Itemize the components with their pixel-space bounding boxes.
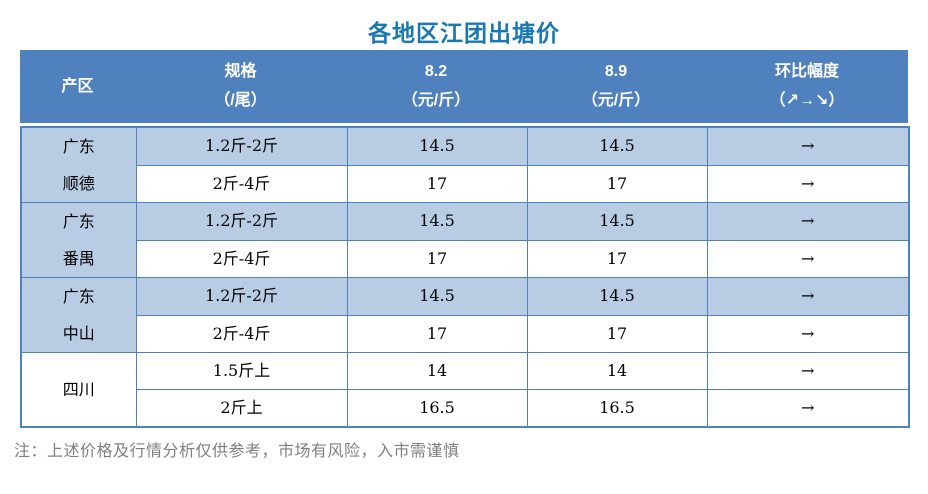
price2-cell: 14.5 xyxy=(526,277,708,316)
header-region: 产区 xyxy=(20,50,135,123)
header-spec-unit: （/尾） xyxy=(214,92,267,110)
price-table-body: 广东 顺德 1.2斤-2斤 14.5 14.5 → 2斤-4斤 17 17 → … xyxy=(20,126,910,428)
table-row: 广东 中山 1.2斤-2斤 14.5 14.5 → xyxy=(20,277,910,353)
disclaimer-note: 注：上述价格及行情分析仅供参考，市场有风险，入市需谨慎 xyxy=(14,443,460,460)
price2-cell: 17 xyxy=(526,314,708,353)
spec-cell: 2斤-4斤 xyxy=(135,314,348,353)
trend-cell: → xyxy=(706,239,910,278)
region-cell-sichuan: 四川 xyxy=(20,352,137,428)
region-cell-zhongshan: 广东 中山 xyxy=(20,277,137,353)
trend-cell: → xyxy=(706,164,910,203)
header-date1-unit: （元/斤） xyxy=(401,92,471,110)
price1-cell: 14 xyxy=(346,352,528,390)
trend-cell: → xyxy=(706,389,910,428)
price2-cell: 17 xyxy=(526,239,708,278)
spec-cell: 1.2斤-2斤 xyxy=(135,202,348,241)
price2-cell: 16.5 xyxy=(526,389,708,428)
trend-cell: → xyxy=(706,314,910,353)
price1-cell: 17 xyxy=(346,164,528,203)
price1-cell: 14.5 xyxy=(346,277,528,316)
header-trend-label: 环比幅度 xyxy=(774,62,839,80)
region-line: 广东 xyxy=(62,137,95,156)
trend-cell: → xyxy=(706,277,910,316)
price-table: 产区 规格 （/尾） 8.2 （元/斤） 8.9 （元/斤） 环比幅度 （↗→↘… xyxy=(20,50,910,428)
trend-cell: → xyxy=(706,202,910,241)
price1-cell: 14.5 xyxy=(346,202,528,241)
spec-cell: 1.2斤-2斤 xyxy=(135,126,348,166)
price2-cell: 14 xyxy=(526,352,708,390)
spec-cell: 1.5斤上 xyxy=(135,352,348,390)
price2-cell: 14.5 xyxy=(526,126,708,166)
header-date2: 8.9 （元/斤） xyxy=(526,50,706,123)
price1-cell: 16.5 xyxy=(346,389,528,428)
table-row: 广东 顺德 1.2斤-2斤 14.5 14.5 → xyxy=(20,126,910,203)
table-header-row: 产区 规格 （/尾） 8.2 （元/斤） 8.9 （元/斤） 环比幅度 （↗→↘… xyxy=(20,50,908,123)
header-date2-label: 8.9 xyxy=(604,62,628,80)
region-line: 中山 xyxy=(62,324,95,343)
header-region-label: 产区 xyxy=(61,77,94,95)
header-trend-arrows: （↗→↘） xyxy=(769,92,845,110)
region-cell-shunde: 广东 顺德 xyxy=(20,126,137,203)
spec-cell: 1.2斤-2斤 xyxy=(135,277,348,316)
region-line: 广东 xyxy=(62,287,95,306)
table-row: 2斤-4斤 17 17 → xyxy=(21,314,910,353)
price1-cell: 17 xyxy=(346,239,528,278)
header-date1: 8.2 （元/斤） xyxy=(346,50,526,123)
header-spec-label: 规格 xyxy=(224,62,257,80)
header-body-divider xyxy=(20,123,908,126)
trend-cell: → xyxy=(706,352,910,390)
price2-cell: 14.5 xyxy=(526,202,708,241)
price2-cell: 17 xyxy=(526,164,708,203)
spec-cell: 2斤-4斤 xyxy=(135,239,348,278)
region-line: 番禺 xyxy=(62,249,95,268)
header-date2-unit: （元/斤） xyxy=(581,92,651,110)
table-row: 2斤上 16.5 16.5 → xyxy=(21,389,910,428)
table-row: 广东 番禺 1.2斤-2斤 14.5 14.5 → xyxy=(20,202,910,278)
spec-cell: 2斤上 xyxy=(135,389,348,428)
table-row: 2斤-4斤 17 17 → xyxy=(21,239,910,278)
header-trend: 环比幅度 （↗→↘） xyxy=(706,50,908,123)
spec-cell: 2斤-4斤 xyxy=(135,164,348,203)
region-line: 广东 xyxy=(62,212,95,231)
table-row: 四川 1.5斤上 14 14 → xyxy=(20,352,910,428)
table-row: 2斤-4斤 17 17 → xyxy=(21,164,910,203)
price1-cell: 14.5 xyxy=(346,126,528,166)
region-line: 四川 xyxy=(62,380,95,399)
trend-cell: → xyxy=(706,126,910,166)
header-date1-label: 8.2 xyxy=(424,62,448,80)
region-line: 顺德 xyxy=(62,174,95,193)
page-title: 各地区江团出塘价 xyxy=(368,20,560,46)
region-cell-panyu: 广东 番禺 xyxy=(20,202,137,278)
price1-cell: 17 xyxy=(346,314,528,353)
header-spec: 规格 （/尾） xyxy=(135,50,346,123)
